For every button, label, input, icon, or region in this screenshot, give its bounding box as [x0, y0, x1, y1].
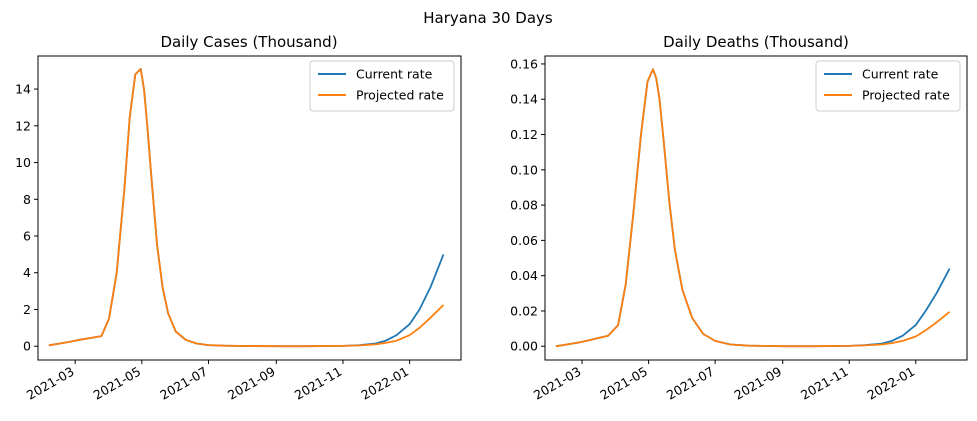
plot-frame — [544, 55, 968, 361]
legend-label-current: Current rate — [356, 67, 433, 82]
legend-label-projected: Projected rate — [862, 88, 950, 103]
y-tick-label: 12 — [15, 118, 31, 133]
y-tick-label: 2 — [23, 302, 31, 317]
y-tick-label: 0.16 — [510, 56, 538, 71]
series-line-projected — [48, 68, 445, 348]
y-tick-label: 0.04 — [510, 268, 538, 283]
y-tick-label: 0.14 — [510, 92, 538, 107]
y-tick-label: 6 — [23, 229, 31, 244]
series-line-projected — [555, 68, 951, 348]
y-tick-label: 4 — [23, 265, 31, 280]
figure-title: Haryana 30 Days — [423, 9, 553, 27]
series-lines — [48, 68, 445, 348]
y-tick-label: 0.00 — [510, 339, 538, 354]
legend: Current rate Projected rate — [309, 60, 455, 112]
y-tick-label: 0.02 — [510, 303, 538, 318]
y-tick-label: 14 — [15, 82, 31, 97]
legend: Current rate Projected rate — [815, 60, 961, 112]
series-lines — [555, 68, 951, 348]
y-tick-label: 0.06 — [510, 233, 538, 248]
y-tick-label: 10 — [15, 155, 31, 170]
chart-title: Daily Deaths (Thousand) — [663, 33, 849, 51]
y-tick-label: 0.10 — [510, 162, 538, 177]
y-axis-ticks: 0.00 0.02 0.04 0.06 0.08 0.10 0.12 0.14 0.16 — [510, 56, 545, 354]
y-tick-label: 0.12 — [510, 127, 538, 142]
y-tick-label: 0 — [23, 339, 31, 354]
chart-title: Daily Cases (Thousand) — [160, 33, 337, 51]
y-axis-ticks: 0 2 4 6 8 10 12 14 — [15, 82, 38, 354]
plot-frame — [37, 55, 462, 361]
legend-label-projected: Projected rate — [356, 88, 444, 103]
y-tick-label: 0.08 — [510, 198, 538, 213]
legend-label-current: Current rate — [862, 67, 939, 82]
y-tick-label: 8 — [23, 192, 31, 207]
